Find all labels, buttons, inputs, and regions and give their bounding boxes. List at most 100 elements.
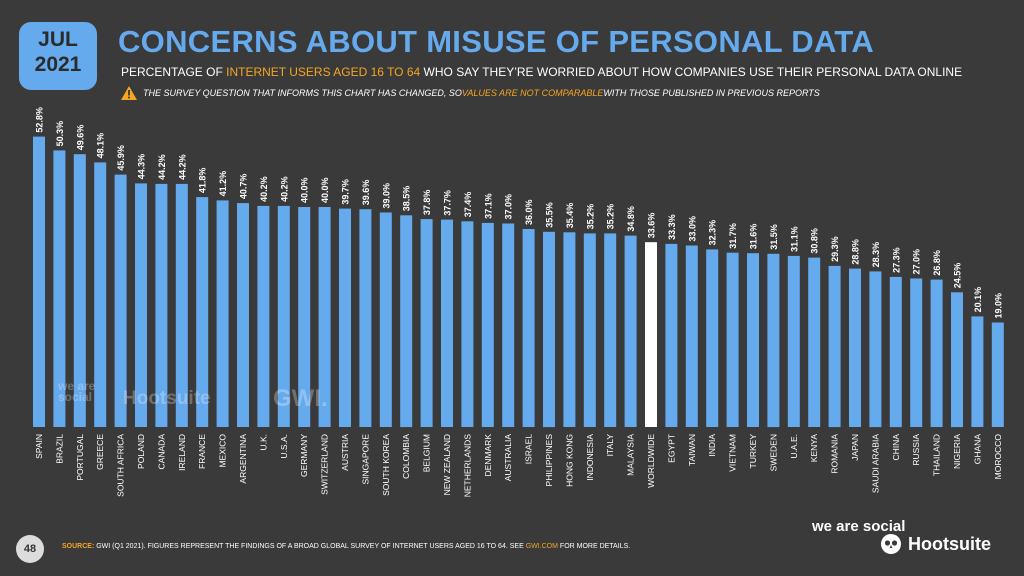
- category-label: U.K.: [258, 434, 268, 451]
- category-label: BELGIUM: [422, 434, 432, 472]
- category-label: FRANCE: [197, 434, 207, 469]
- bar-kenya: [808, 257, 821, 427]
- bar-u-a-e: [787, 255, 800, 427]
- bar-france: [196, 197, 209, 427]
- bar-new-zealand: [441, 219, 453, 427]
- value-label: 28.3%: [871, 242, 881, 268]
- value-label: 31.7%: [728, 223, 738, 249]
- category-label: BRAZIL: [54, 434, 64, 464]
- value-label: 45.9%: [116, 145, 126, 171]
- value-label: 31.6%: [749, 224, 759, 250]
- subtitle-pre: PERCENTAGE OF: [121, 65, 227, 79]
- bar-vietnam: [726, 252, 739, 427]
- value-label: 40.0%: [320, 177, 330, 203]
- date-month: JUL: [38, 28, 78, 51]
- bar-taiwan: [685, 245, 698, 427]
- warning-highlight: VALUES ARE NOT COMPARABLE: [461, 88, 604, 98]
- category-label: PHILIPPINES: [544, 434, 554, 487]
- bar-mexico: [216, 200, 229, 427]
- value-label: 37.4%: [463, 192, 473, 218]
- category-label: SWITZERLAND: [320, 434, 330, 495]
- value-label: 40.2%: [279, 176, 289, 202]
- category-label: INDONESIA: [585, 434, 595, 481]
- source-text: GWI (Q1 2021). FIGURES REPRESENT THE FIN…: [94, 543, 526, 550]
- value-label: 34.8%: [626, 206, 636, 232]
- value-label: 26.8%: [932, 250, 942, 276]
- value-label: 20.1%: [973, 287, 983, 313]
- category-label: NEW ZEALAND: [442, 434, 452, 495]
- value-label: 36.0%: [524, 199, 534, 225]
- value-label: 40.7%: [239, 174, 249, 200]
- we-are-social-logo-text: we are social: [812, 518, 906, 535]
- value-label: 44.2%: [157, 154, 167, 180]
- category-label: SAUDI ARABIA: [870, 434, 880, 493]
- bar-turkey: [747, 253, 759, 427]
- value-label: 27.3%: [891, 247, 901, 273]
- value-label: 50.3%: [55, 121, 65, 147]
- value-label: 40.0%: [300, 177, 310, 203]
- bar-portugal: [73, 154, 86, 427]
- value-label: 33.6%: [647, 213, 657, 239]
- bar-brazil: [53, 150, 66, 427]
- bar-denmark: [481, 222, 494, 427]
- bar-u-k: [257, 205, 270, 427]
- page-number: 48: [16, 535, 44, 563]
- source-link[interactable]: GWI.COM: [525, 543, 558, 550]
- value-label: 35.5%: [545, 202, 555, 228]
- survey-warning: THE SURVEY QUESTION THAT INFORMS THIS CH…: [121, 86, 820, 100]
- bar-israel: [522, 229, 535, 427]
- value-label: 37.8%: [422, 190, 432, 216]
- bar-hong-kong: [563, 232, 576, 427]
- category-label: DENMARK: [483, 434, 493, 477]
- subtitle-highlight: INTERNET USERS AGED 16 TO 64: [226, 65, 421, 79]
- bar-russia: [910, 278, 923, 427]
- bar-switzerland: [318, 207, 331, 427]
- bar-spain: [33, 136, 45, 427]
- hootsuite-logo-text: Hootsuite: [908, 533, 991, 554]
- category-label: THAILAND: [932, 434, 942, 476]
- bar-nigeria: [951, 292, 963, 428]
- subtitle-post: WHO SAY THEY’RE WORRIED ABOUT HOW COMPAN…: [420, 65, 963, 79]
- bar-egypt: [665, 243, 678, 427]
- category-label: CANADA: [156, 434, 166, 470]
- bar-sweden: [767, 253, 780, 428]
- bar-canada: [155, 183, 168, 427]
- bar-south-africa: [114, 174, 127, 427]
- we-are-social-logo: we are social: [812, 518, 906, 535]
- category-label: RUSSIA: [911, 434, 921, 466]
- value-label: 37.0%: [504, 194, 514, 220]
- value-label: 35.2%: [585, 204, 595, 230]
- value-label: 35.4%: [565, 203, 575, 229]
- value-label: 31.1%: [789, 226, 799, 252]
- category-label: NIGERIA: [952, 434, 962, 469]
- category-label: MALAYSIA: [626, 434, 636, 476]
- bar-australia: [502, 223, 515, 427]
- value-label: 35.2%: [606, 204, 616, 230]
- value-label: 28.8%: [851, 239, 861, 265]
- value-label: 27.0%: [912, 249, 922, 275]
- chart-subtitle: PERCENTAGE OF INTERNET USERS AGED 16 TO …: [121, 65, 962, 79]
- category-label: GREECE: [95, 434, 105, 470]
- value-label: 37.7%: [443, 190, 453, 216]
- bar-u-s-a: [277, 205, 290, 427]
- warning-post: WITH THOSE PUBLISHED IN PREVIOUS REPORTS: [603, 88, 820, 98]
- bar-south-korea: [379, 212, 392, 427]
- category-label: GERMANY: [299, 434, 309, 477]
- bar-belgium: [420, 219, 433, 427]
- bar-austria: [339, 208, 351, 427]
- value-label: 24.5%: [953, 263, 963, 289]
- bar-indonesia: [583, 233, 596, 427]
- bar-argentina: [237, 203, 249, 427]
- owl-icon: [881, 534, 901, 554]
- value-label: 38.5%: [402, 186, 412, 212]
- category-label: WORLDWIDE: [646, 434, 656, 488]
- bar-saudi-arabia: [869, 271, 882, 428]
- value-label: 40.2%: [259, 176, 269, 202]
- bar-netherlands: [461, 221, 474, 427]
- category-label: SOUTH KOREA: [381, 434, 391, 496]
- category-label: SOUTH AFRICA: [116, 434, 126, 497]
- value-label: 32.3%: [708, 220, 718, 246]
- bar-morocco: [991, 322, 1004, 427]
- category-label: POLAND: [136, 434, 146, 469]
